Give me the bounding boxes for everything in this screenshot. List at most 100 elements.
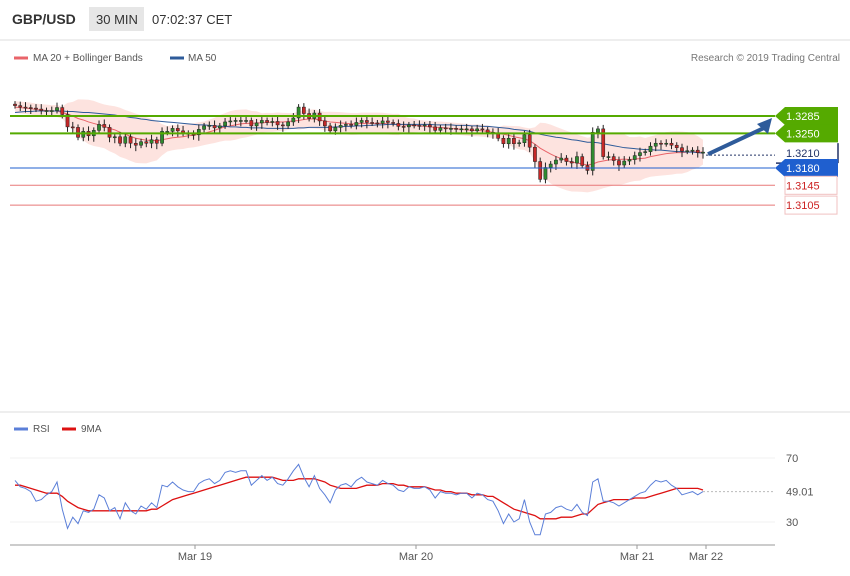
symbol-title: GBP/USD [12, 11, 76, 27]
ma50-legend-label: MA 50 [188, 53, 217, 64]
x-tick-label: Mar 20 [399, 551, 433, 563]
candle-body [39, 108, 44, 111]
rsi-tick-label: 30 [786, 517, 798, 529]
candle-body [338, 125, 343, 128]
candle-body [28, 107, 33, 109]
support-label-box [784, 195, 838, 215]
ma20-legend-label: MA 20 + Bollinger Bands [33, 53, 143, 64]
candle-body [638, 152, 642, 156]
candle-body [443, 127, 448, 130]
rsi-last-value: 49.01 [786, 487, 814, 499]
candle-body [506, 138, 511, 144]
candle-body [575, 156, 579, 164]
candle-body [412, 124, 416, 127]
candle-body [391, 122, 395, 124]
candle-body [643, 151, 648, 153]
support-level-label: 1.3105 [786, 200, 820, 212]
candle-body [133, 142, 138, 146]
candle-body [501, 138, 506, 144]
candle-body [627, 159, 632, 162]
moving-averages [14, 106, 704, 166]
candle-body [564, 157, 569, 162]
candle-body [34, 107, 38, 110]
candle-body [128, 136, 133, 144]
candle-body [433, 126, 438, 131]
candle-body [601, 128, 606, 157]
resistance-label-tag [775, 107, 838, 125]
ma20-line [14, 106, 703, 166]
candle-body [396, 123, 401, 127]
candle-body [438, 127, 443, 131]
candle-body [617, 160, 621, 166]
candle-body [475, 128, 480, 132]
candle-body [470, 128, 474, 132]
candle-body [13, 103, 17, 106]
candle-body [55, 107, 59, 111]
candle-body [606, 156, 611, 158]
candle-body [344, 124, 348, 126]
price-legend: MA 20 + Bollinger Bands MA 50 Research ©… [14, 53, 840, 64]
candle-body [280, 124, 285, 127]
candle-body [648, 145, 653, 152]
resistance-level-label: 1.3250 [786, 128, 820, 140]
rsi-legend-label: RSI [33, 424, 50, 435]
x-axis: Mar 19 Mar 20 Mar 21 Mar 22 [178, 545, 723, 563]
candle-body [275, 121, 280, 126]
candle-body [632, 155, 637, 160]
candle-body [611, 156, 616, 161]
rsi-legend: RSI 9MA [14, 424, 102, 435]
candle-body [480, 128, 485, 131]
candle-body [596, 128, 600, 133]
candle-body [286, 121, 290, 127]
candle-body [464, 128, 469, 131]
candle-body [417, 125, 422, 127]
candle-body [517, 142, 522, 144]
resistance-label-tag [775, 124, 838, 143]
candle-body [375, 122, 380, 125]
chart-header: GBP/USD 30 MIN 07:02:37 CET [12, 7, 232, 31]
candle-body [559, 157, 564, 161]
candle-body [123, 136, 128, 144]
candle-body [485, 129, 490, 133]
candle-body [401, 126, 406, 128]
resistance-level-label: 1.3285 [786, 111, 820, 123]
key-levels: 1.3285 1.3250 1.3210 1.3180 1.3145 1.3105 [10, 107, 839, 215]
current-price-label: 1.3210 [786, 148, 820, 160]
candle-body [170, 128, 175, 132]
bollinger-band [15, 99, 703, 193]
rsi-tick-label: 70 [786, 453, 798, 465]
candle-body [386, 120, 390, 123]
candle-body [70, 126, 75, 129]
copyright-label: Research © 2019 Trading Central [691, 53, 840, 64]
candle-body [323, 120, 327, 127]
candle-body [422, 124, 427, 127]
candle-body [238, 120, 243, 122]
candle-body [349, 124, 353, 126]
candle-body [590, 132, 595, 171]
candle-body [522, 134, 527, 143]
candle-body [165, 131, 170, 133]
candle-body [428, 124, 432, 128]
candle-body [359, 120, 364, 123]
candle-body [538, 161, 543, 180]
candle-body [217, 125, 222, 129]
candle-body [328, 125, 332, 132]
candle-body [18, 105, 23, 108]
candle-body [233, 120, 238, 122]
candle-body [112, 136, 117, 139]
candle-body [265, 120, 269, 123]
candle-body [302, 106, 306, 114]
candle-body [254, 122, 259, 127]
candle-body [354, 122, 359, 126]
candle-body [23, 106, 28, 109]
candle-body [228, 120, 233, 123]
candle-body [160, 131, 164, 144]
candle-body [680, 147, 684, 152]
pivot-level-label: 1.3180 [786, 163, 820, 175]
candle-body [695, 149, 700, 153]
candle-body [653, 142, 658, 147]
rsi-panel: 30 70 49.01 [10, 453, 814, 536]
candle-body [512, 138, 516, 144]
candle-body [701, 151, 705, 154]
